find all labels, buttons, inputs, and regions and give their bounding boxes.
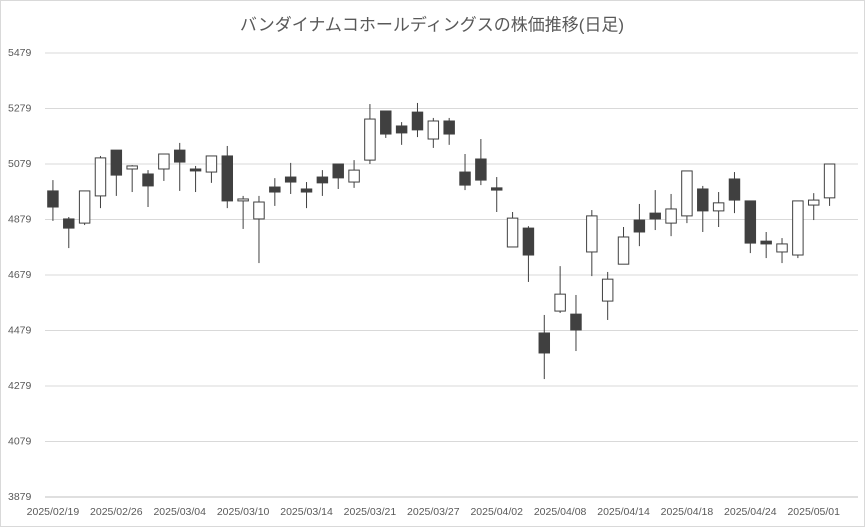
candle-body (776, 243, 788, 253)
x-tick-label: 2025/04/14 (597, 506, 650, 518)
candle-body (126, 165, 138, 170)
candle-body (380, 110, 392, 135)
candle-body (760, 240, 772, 245)
candle-body (221, 155, 234, 202)
candle-body (649, 212, 661, 220)
y-tick-label: 5279 (8, 102, 32, 114)
candle-body (475, 158, 487, 181)
candle-body (173, 149, 186, 163)
candle-body (617, 236, 630, 265)
y-tick-label: 3879 (8, 491, 32, 503)
candle-body (744, 200, 757, 244)
x-tick-label: 2025/04/18 (661, 506, 714, 518)
candle-body (665, 208, 677, 224)
candle-body (601, 278, 614, 302)
y-tick-label: 4879 (8, 213, 32, 225)
candle-body (269, 186, 281, 193)
candle-body (506, 217, 519, 248)
candle-body (490, 187, 503, 191)
candle-body (348, 169, 360, 183)
candle-body (395, 125, 408, 134)
y-tick-label: 5479 (8, 47, 32, 59)
candle-body (633, 219, 646, 233)
candle-body (459, 171, 471, 186)
x-tick-label: 2025/02/19 (27, 506, 80, 518)
candle-body (253, 201, 265, 220)
candle-body (300, 188, 313, 193)
y-tick-label: 4279 (8, 380, 32, 392)
x-tick-label: 2025/03/10 (217, 506, 270, 518)
x-tick-label: 2025/04/02 (470, 506, 523, 518)
x-tick-label: 2025/05/01 (787, 506, 840, 518)
y-tick-label: 4479 (8, 324, 32, 336)
y-tick-label: 5079 (8, 158, 32, 170)
candle-body (443, 120, 455, 135)
candle-body (807, 199, 820, 206)
candle-body (522, 227, 535, 256)
x-tick-label: 2025/03/27 (407, 506, 460, 518)
candle-body (538, 332, 551, 354)
candle-body (411, 111, 424, 131)
x-tick-label: 2025/03/14 (280, 506, 333, 518)
candle-body (681, 170, 693, 217)
candle-body (586, 215, 598, 253)
x-tick-label: 2025/03/04 (153, 506, 206, 518)
candle-body (697, 188, 709, 212)
y-tick-label: 4079 (8, 435, 32, 447)
x-tick-label: 2025/04/24 (724, 506, 777, 518)
candle-body (427, 120, 440, 140)
candle-body (142, 173, 154, 187)
chart-title: バンダイナムコホールディングスの株価推移(日足) (240, 14, 624, 34)
candle-body (63, 218, 75, 229)
candle-body (237, 198, 249, 202)
candle-body (205, 155, 218, 173)
candle-body (364, 118, 376, 161)
candle-body (728, 178, 741, 201)
candle-body (316, 176, 329, 184)
candle-body (284, 176, 297, 183)
x-tick-label: 2025/02/26 (90, 506, 143, 518)
candle-body (570, 313, 582, 331)
candle-body (554, 293, 566, 312)
candle-body (47, 190, 59, 208)
candle-body (158, 153, 170, 170)
x-tick-label: 2025/03/21 (344, 506, 397, 518)
y-tick-label: 4679 (8, 269, 32, 281)
candle-body (792, 200, 804, 256)
x-tick-label: 2025/04/08 (534, 506, 587, 518)
candle-body (94, 157, 107, 197)
candle-body (189, 168, 202, 172)
candle-body (823, 163, 836, 199)
candle-body (78, 190, 91, 224)
candle-body (332, 163, 344, 179)
candle-body (712, 202, 725, 212)
candle-body (110, 149, 123, 176)
